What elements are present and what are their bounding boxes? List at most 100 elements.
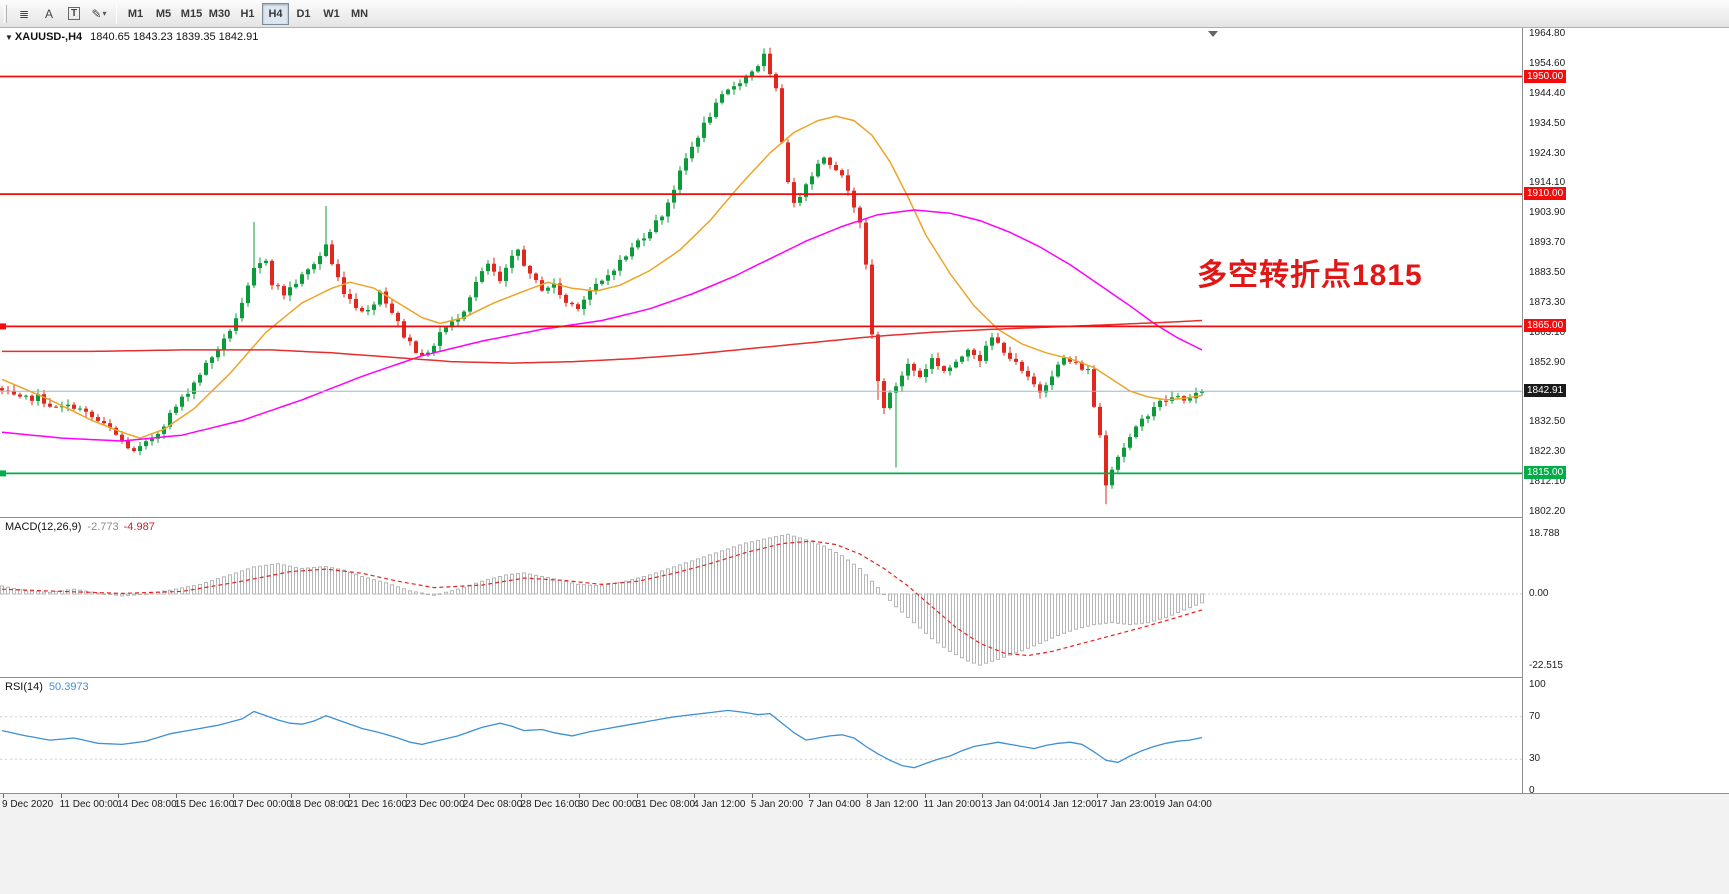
macd-chart-canvas xyxy=(0,533,1522,666)
price-tick-label: 1903.90 xyxy=(1529,207,1566,219)
macd-scale-label: 18.788 xyxy=(1529,528,1560,540)
ma-fast-line xyxy=(1,115,1203,439)
line-handle[interactable] xyxy=(0,323,6,330)
time-tick-label: 14 Jan 12:00 xyxy=(1038,799,1097,810)
time-tick-mark xyxy=(175,794,177,798)
price-tick-label: 1954.60 xyxy=(1529,57,1566,69)
time-tick-label: 7 Jan 04:00 xyxy=(808,799,861,810)
price-tick-label: 1893.70 xyxy=(1529,237,1566,249)
time-tick-mark xyxy=(521,794,523,798)
macd-signal-value: -4.987 xyxy=(123,521,155,533)
time-tick-label: 13 Jan 04:00 xyxy=(981,799,1040,810)
time-tick-label: 24 Dec 08:00 xyxy=(462,799,523,810)
price-tick-label: 1873.30 xyxy=(1529,296,1566,308)
chart-text-annotation[interactable]: 多空转折点1815 xyxy=(1197,259,1423,292)
time-tick-mark xyxy=(118,794,120,798)
macd-indicator-panel[interactable]: MACD(12,26,9) -2.773 -4.987 xyxy=(0,517,1522,677)
candles xyxy=(0,47,1204,505)
time-tick-mark xyxy=(636,794,638,798)
timeframe-m15[interactable]: M15 xyxy=(178,3,205,25)
hline-price-label: 1815.00 xyxy=(1524,466,1567,480)
rsi-chart-canvas xyxy=(0,709,1522,769)
timeframe-m1[interactable]: M1 xyxy=(122,3,149,25)
ma-mid-line xyxy=(1,209,1203,442)
timeframe-mn[interactable]: MN xyxy=(346,3,373,25)
time-tick-label: 15 Dec 16:00 xyxy=(174,799,235,810)
macd-label: MACD(12,26,9) xyxy=(5,521,82,533)
rsi-scale-label: 0 xyxy=(1529,785,1535,796)
timeframe-h1[interactable]: H1 xyxy=(234,3,261,25)
time-tick-mark xyxy=(348,794,350,798)
time-tick-label: 31 Dec 08:00 xyxy=(635,799,696,810)
chart-list-button[interactable]: ≣ xyxy=(12,3,36,25)
current-price-label: 1842.91 xyxy=(1524,384,1567,398)
price-tick-label: 1934.50 xyxy=(1529,117,1566,129)
price-tick-label: 1924.30 xyxy=(1529,147,1566,159)
time-tick-mark xyxy=(406,794,408,798)
toolbar: ≣ A T ✎ ▾ M1 M5 M15 M30 H1 H4 D1 W1 MN xyxy=(0,0,1729,28)
timeframe-m30[interactable]: M30 xyxy=(206,3,233,25)
price-tick-label: 1883.50 xyxy=(1529,267,1566,278)
chart-symbol-period: XAUUSD-,H4 xyxy=(14,31,83,43)
price-tick-label: 1914.10 xyxy=(1529,177,1566,189)
hline-price-label: 1865.00 xyxy=(1524,319,1567,333)
time-tick-label: 5 Jan 20:00 xyxy=(750,799,804,810)
timeframe-h4[interactable]: H4 xyxy=(262,2,289,25)
rsi-line xyxy=(1,709,1203,769)
rsi-scale-label: 100 xyxy=(1529,679,1546,690)
price-tick-label: 1944.40 xyxy=(1529,87,1566,99)
time-tick-label: 30 Dec 00:00 xyxy=(578,799,638,810)
pencil-icon: ✎ xyxy=(91,6,102,21)
time-tick-mark xyxy=(924,794,926,798)
macd-scale-label: -22.515 xyxy=(1529,659,1563,671)
candlestick-chart-canvas xyxy=(0,31,1522,505)
time-tick-label: 17 Jan 23:00 xyxy=(1096,799,1155,810)
timeframe-w1[interactable]: W1 xyxy=(318,3,345,25)
text-tool-button[interactable]: T xyxy=(62,3,86,25)
time-tick-label: 11 Dec 00:00 xyxy=(59,799,119,810)
price-tick-label: 1812.10 xyxy=(1529,476,1566,488)
toolbar-grip xyxy=(4,4,7,23)
time-tick-label: 9 Dec 2020 xyxy=(2,799,54,810)
time-tick-mark xyxy=(463,794,465,798)
rsi-value: 50.3973 xyxy=(48,681,89,693)
time-tick-mark xyxy=(1155,794,1156,798)
time-tick-label: 8 Jan 12:00 xyxy=(866,799,919,810)
time-tick-mark xyxy=(694,794,696,798)
price-tick-label: 1802.20 xyxy=(1529,506,1566,517)
rsi-scale-label: 70 xyxy=(1529,710,1541,722)
ma-slow-line xyxy=(2,319,1203,364)
time-tick-mark xyxy=(233,794,235,798)
time-tick-mark xyxy=(1097,794,1099,798)
rsi-scale-label: 30 xyxy=(1529,753,1541,765)
time-tick-mark xyxy=(751,794,753,798)
timeframe-m5[interactable]: M5 xyxy=(150,3,177,25)
chart-ohlc-values: 1840.65 1843.23 1839.35 1842.91 xyxy=(90,31,259,43)
time-tick-label: 4 Jan 12:00 xyxy=(693,799,746,810)
arrow-tool-icon: A xyxy=(44,6,53,21)
hline-price-label: 1910.00 xyxy=(1524,187,1567,201)
time-tick-mark xyxy=(60,794,62,798)
macd-main-value: -2.773 xyxy=(87,521,119,533)
time-tick-mark xyxy=(291,794,292,798)
timeframe-d1[interactable]: D1 xyxy=(290,3,317,25)
scroll-shift-marker[interactable] xyxy=(1208,31,1218,37)
chart-menu-icon[interactable]: ▼ xyxy=(5,33,13,42)
time-tick-mark xyxy=(1039,794,1041,798)
chart-title-bar: ▼ XAUUSD-,H4 1840.65 1843.23 1839.35 1842.… xyxy=(5,31,258,43)
hline-price-label: 1950.00 xyxy=(1524,69,1567,83)
arrow-tool-button[interactable]: A xyxy=(37,3,61,25)
price-scale[interactable]: 1964.80 1954.60 1944.40 1934.50 1924.30 1914.… xyxy=(1522,28,1729,796)
line-handle[interactable] xyxy=(0,470,6,477)
price-tick-label: 1852.90 xyxy=(1529,356,1566,368)
time-tick-label: 21 Dec 16:00 xyxy=(347,799,408,810)
price-tick-label: 1822.30 xyxy=(1529,446,1566,458)
time-tick-label: 17 Dec 00:00 xyxy=(232,799,292,810)
macd-scale-label: 0.00 xyxy=(1529,588,1549,599)
time-axis[interactable]: 9 Dec 2020 11 Dec 00:00 14 Dec 08:00 15 Dec… xyxy=(0,793,1729,894)
draw-tool-button[interactable]: ✎ ▾ xyxy=(87,3,111,25)
main-price-chart[interactable]: ▼ XAUUSD-,H4 1840.65 1843.23 1839.35 1842.… xyxy=(0,28,1522,517)
rsi-indicator-panel[interactable]: RSI(14) 50.3973 xyxy=(0,677,1522,793)
time-tick-label: 28 Dec 16:00 xyxy=(520,799,580,810)
